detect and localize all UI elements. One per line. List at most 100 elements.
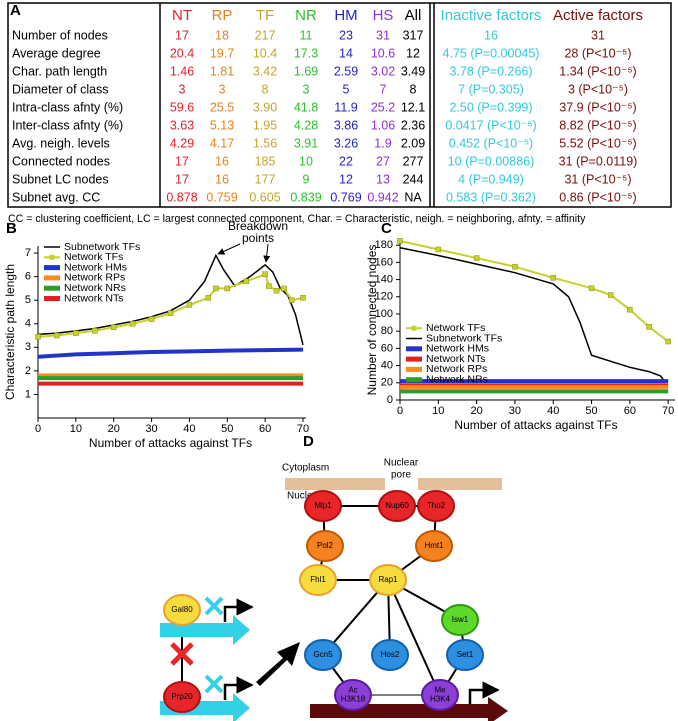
legend-label: Network RPs [426,363,487,375]
line [399,247,669,382]
column-header: Active factors [553,7,643,24]
x-tick-label: 70 [297,423,309,435]
y-axis-label: Characteristic path length [3,264,17,400]
legend-label: Network HMs [64,261,127,273]
transcription-arrow [223,598,254,622]
legend-label: Network NTs [426,353,486,365]
legend-label: Network TFs [64,251,123,263]
column-header: NR [295,7,317,24]
node-label: Isw1 [452,615,469,624]
legend-swatch [49,254,55,260]
blocked-mark [204,596,224,694]
table-cell: 3.91 [294,136,318,150]
x-tick-label: 50 [585,405,597,417]
marker [627,306,633,313]
column-header: Inactive factors [441,7,542,24]
legend-swatch [411,325,417,331]
marker [73,330,79,336]
table-cell: 41.8 [294,100,318,114]
node [417,490,455,522]
table-cell: 3.49 [401,64,425,78]
table-cell: 5.52 (P<10⁻⁵) [559,136,636,150]
table-cell: 31 (P=0.0119) [559,154,638,168]
table-cell: 16 [215,154,229,168]
marker [167,310,174,316]
table-cell: 3.42 [253,64,277,78]
node-label: Gal80 [171,605,193,614]
row-label: Diameter of class [12,82,109,96]
table-cell: 2.59 [334,64,358,78]
node [304,639,342,671]
node-label: Ac [348,686,357,695]
table-cell: 31 (P<10⁻⁵) [564,172,631,186]
node [446,639,484,671]
table-cell: 17 [175,154,189,168]
table-cell: 4.17 [210,136,234,150]
table-cell: 244 [403,172,424,186]
table-cell: 1.81 [210,64,234,78]
table-cell: 317 [403,28,424,42]
row-label: Subnet LC nodes [12,172,109,186]
table-cell: 25.5 [210,100,234,114]
marker [54,332,60,339]
node-label: Prp20 [171,692,193,701]
node [421,679,459,711]
legend-label: Network NTs [64,292,124,304]
marker [281,285,287,292]
column-header: All [405,7,422,24]
marker [435,246,442,253]
table-cell: 2.36 [401,118,425,132]
legend-label: Subnetwork TFs [64,241,140,253]
marker [224,285,231,292]
column-header: RP [212,7,233,24]
x-axis-label: Number of attacks against TFs [454,418,617,432]
table-cell: NA [404,190,422,204]
node-label: Rap1 [378,575,398,584]
node [378,490,416,522]
compartment-label: Nuclear [384,458,419,469]
table-cell: 4 (P=0.949) [458,172,524,186]
y-tick-label: 120 [375,291,393,303]
node [299,564,337,596]
panel-label: C [381,220,392,237]
legend-label: Subnetwork TFs [426,332,502,344]
marker [186,302,193,308]
table-cell: 25.2 [371,100,395,114]
legend-label: Network RPs [64,272,125,284]
line [37,253,304,346]
table-cell: 3 [303,82,310,96]
x-tick-label: 0 [397,405,403,417]
row-label: Inter-class afnty (%) [12,118,123,132]
x-tick-label: 60 [624,405,636,417]
annotation: points [242,231,274,245]
node [369,564,407,596]
node-label: Hos2 [381,650,400,659]
x-tick-label: 70 [662,405,674,417]
marker [273,288,280,294]
x-tick-label: 60 [259,423,271,435]
x-axis-label: Number of attacks against TFs [89,436,252,450]
x-tick-label: 10 [70,423,82,435]
table-cell: 8.82 (P<10⁻⁵) [559,118,636,132]
y-tick-label: 4 [25,318,31,330]
node-label: Pol2 [317,541,334,550]
table-cell: 2.09 [401,136,425,150]
table-cell: 23 [339,28,353,42]
node-label: Me [434,686,446,695]
table-cell: 0.839 [290,190,321,204]
table-cell: 13 [376,172,390,186]
node [163,594,201,626]
y-tick-label: 80 [381,325,393,337]
table-cell: 1.34 (P<10⁻⁵) [559,64,636,78]
blocked-mark [170,642,194,666]
table-cell: 20.4 [170,46,194,60]
marker [129,321,136,327]
row-label: Average degree [12,46,101,60]
y-tick-label: 20 [381,377,393,389]
y-tick-label: 2 [25,365,31,377]
chromatin-arrow [310,697,508,721]
node [334,679,372,711]
table-cell: 12 [339,172,353,186]
table-cell: 0.769 [330,190,361,204]
table-cell: 3.86 [334,118,358,132]
